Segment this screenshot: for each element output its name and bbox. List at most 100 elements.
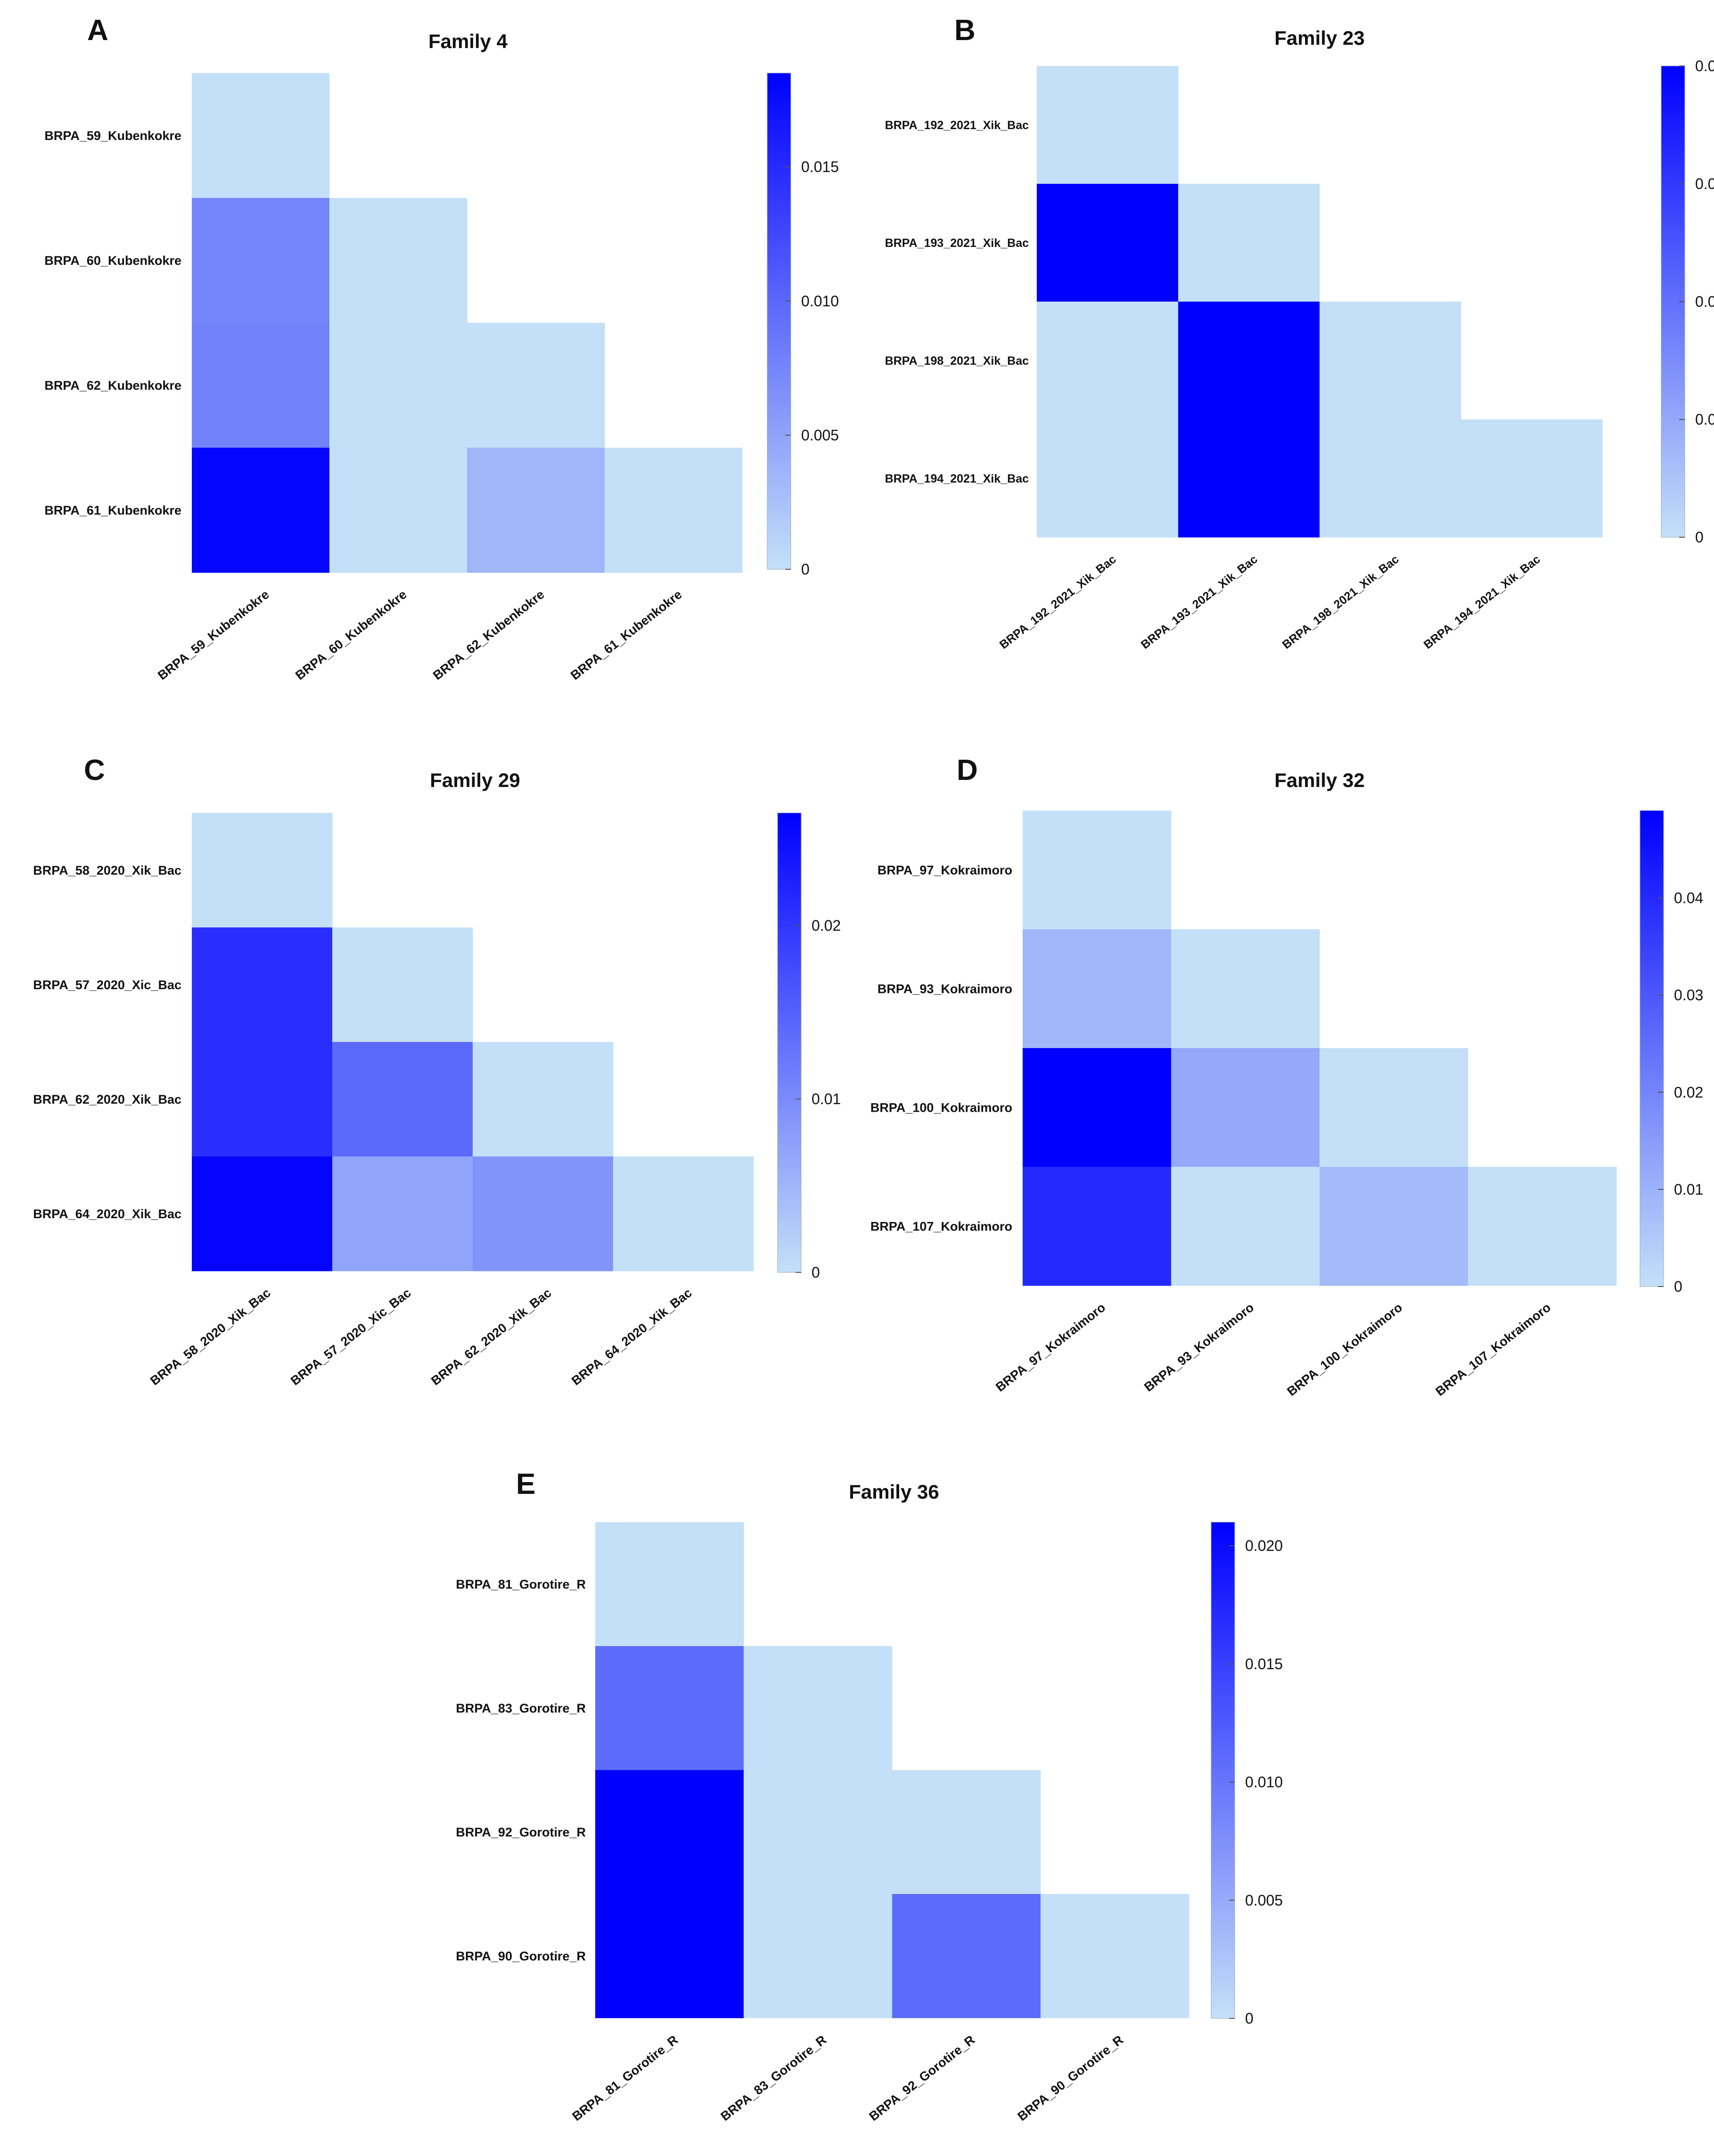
column-label: BRPA_59_Kubenkokre <box>155 587 271 683</box>
heatmap-cell <box>192 927 333 1042</box>
heatmap-cell <box>1023 1048 1172 1167</box>
column-label: BRPA_83_Gorotire_R <box>718 2033 829 2123</box>
colorbar <box>767 73 791 570</box>
colorbar-tick-label: 0 <box>801 561 810 578</box>
colorbar-tick-label: 0 <box>1695 529 1704 546</box>
colorbar-tick-label: 0.02 <box>812 917 841 934</box>
row-label: BRPA_83_Gorotire_R <box>456 1701 586 1715</box>
heatmap-cell <box>1023 1167 1172 1286</box>
heatmap-cell <box>595 1894 744 2018</box>
row-label: BRPA_192_2021_Xik_Bac <box>885 119 1029 132</box>
row-label: BRPA_81_Gorotire_R <box>456 1577 586 1591</box>
colorbar <box>777 812 802 1273</box>
chart-title: Family 23 <box>1274 27 1364 49</box>
colorbar-tick-label: 0.03 <box>1674 987 1703 1004</box>
colorbar-tick-label: 0 <box>1245 2010 1254 2027</box>
colorbar <box>1211 1522 1235 2019</box>
row-label: BRPA_97_Kokraimoro <box>878 863 1012 877</box>
colorbar-tick-label: 0.010 <box>1245 1774 1283 1791</box>
heatmap-cell <box>332 1042 473 1157</box>
heatmap-cell <box>744 1894 893 2018</box>
heatmap-cell <box>613 1156 754 1271</box>
colorbar-tick-label: 0.015 <box>1245 1656 1283 1672</box>
row-label: BRPA_64_2020_Xik_Bac <box>33 1207 181 1221</box>
heatmap-cell <box>892 1894 1041 2018</box>
colorbar-tick-label: 0.005 <box>1245 1892 1283 1909</box>
heatmap-cell <box>473 1156 614 1271</box>
colorbar <box>1640 810 1664 1287</box>
row-label: BRPA_198_2021_Xik_Bac <box>885 354 1029 368</box>
row-label: BRPA_194_2021_Xik_Bac <box>885 472 1029 485</box>
column-label: BRPA_58_2020_Xik_Bac <box>148 1286 273 1388</box>
row-label: BRPA_58_2020_Xik_Bac <box>33 863 181 877</box>
column-label: BRPA_90_Gorotire_R <box>1015 2033 1126 2123</box>
colorbar-tick-label: 0.0010 <box>1695 293 1714 310</box>
heatmap-cell <box>1171 1048 1320 1167</box>
heatmap-cell <box>1037 184 1179 302</box>
heatmap-cell <box>192 1156 333 1271</box>
heatmap-cell <box>595 1522 744 1647</box>
row-label: BRPA_107_Kokraimoro <box>870 1219 1012 1233</box>
heatmap-cell <box>1037 66 1179 184</box>
chart-title: Family 32 <box>1274 769 1364 791</box>
row-label: BRPA_61_Kubenkokre <box>44 503 181 517</box>
heatmap-panel-e: E Family 36 BRPA_81_Gorotire_R BRPA_83_Goro… <box>456 1468 1283 2123</box>
column-label: BRPA_100_Kokraimoro <box>1284 1300 1405 1399</box>
panel-letter: A <box>87 14 108 47</box>
heatmap-panel-a: A Family 4BRPA_59_KubenkokreBRPA_60_Kuben… <box>44 14 839 683</box>
colorbar-tick-label: 0.01 <box>812 1090 841 1107</box>
row-label: BRPA_193_2021_Xik_Bac <box>885 237 1029 250</box>
column-label: BRPA_62_Kubenkokre <box>430 587 547 683</box>
panel-letter: E <box>516 1468 535 1500</box>
row-label: BRPA_59_Kubenkokre <box>44 129 181 143</box>
heatmap-cell <box>1468 1167 1617 1286</box>
column-label: BRPA_60_Kubenkokre <box>293 587 409 683</box>
heatmap-cell <box>1320 1167 1468 1286</box>
heatmap-cell <box>1320 302 1461 420</box>
row-label: BRPA_57_2020_Xic_Bac <box>33 978 181 992</box>
colorbar-tick-label: 0.020 <box>1245 1537 1283 1554</box>
heatmap-cell <box>467 448 605 573</box>
heatmap-cell <box>1037 302 1179 420</box>
column-label: BRPA_192_2021_Xik_Bac <box>997 553 1119 652</box>
heatmap-panel-b: B Family 23BRPA_192_2021_Xik_BacBRPA_193_… <box>885 14 1714 652</box>
heatmap-cell <box>332 927 473 1042</box>
heatmap-cell <box>605 448 743 573</box>
colorbar-tick-label: 0.015 <box>801 158 839 175</box>
panel-letter: C <box>84 754 105 787</box>
heatmap-cell <box>473 1042 614 1157</box>
heatmap-cell <box>1171 929 1320 1049</box>
colorbar-tick-label: 0 <box>1674 1278 1682 1295</box>
heatmap-cell <box>1178 184 1320 302</box>
chart-title: Family 36 <box>849 1481 939 1503</box>
column-label: BRPA_61_Kubenkokre <box>568 587 684 683</box>
heatmap-panel-d: D Family 32 BRPA_97_Kokraimoro BRPA_93_Kokr… <box>870 754 1703 1399</box>
chart-title: Family 4 <box>428 30 508 52</box>
panel-letter: D <box>957 754 978 787</box>
heatmap-cell <box>1178 302 1320 420</box>
heatmap-cell <box>1023 811 1172 930</box>
column-label: BRPA_97_Kokraimoro <box>993 1300 1108 1394</box>
heatmap-cell <box>744 1770 893 1894</box>
heatmap-cell <box>1023 929 1172 1049</box>
colorbar-tick-label: 0.04 <box>1674 890 1703 907</box>
colorbar-tick-label: 0.01 <box>1674 1181 1703 1198</box>
heatmap-cell <box>192 448 330 573</box>
colorbar-tick-label: 0.0020 <box>1695 57 1714 74</box>
heatmap-cell <box>1320 1048 1468 1167</box>
heatmap-cell <box>1320 419 1461 538</box>
chart-title: Family 29 <box>430 769 520 791</box>
colorbar-tick-label: 0 <box>812 1264 820 1281</box>
heatmap-cell <box>329 323 467 448</box>
column-label: BRPA_194_2021_Xik_Bac <box>1421 553 1543 652</box>
column-label: BRPA_64_2020_Xik_Bac <box>569 1286 694 1388</box>
column-label: BRPA_57_2020_Xic_Bac <box>288 1286 413 1388</box>
column-label: BRPA_92_Gorotire_R <box>867 2033 978 2123</box>
heatmap-cell <box>192 1042 333 1157</box>
heatmap-panel-c: C Family 29BRPA_58_2020_Xik_BacBRPA_57_20… <box>33 754 841 1388</box>
colorbar-tick-label: 0.005 <box>801 426 839 443</box>
heatmap-cell <box>1461 419 1603 538</box>
heatmap-cell <box>892 1770 1041 1894</box>
column-label: BRPA_193_2021_Xik_Bac <box>1139 553 1260 652</box>
